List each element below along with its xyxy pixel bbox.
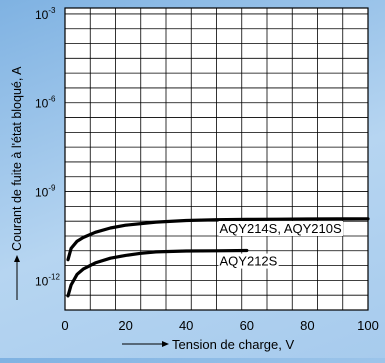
annotation-label: AQY212S — [220, 254, 278, 269]
x-tick-label: 40 — [179, 318, 193, 333]
x-tick-label: 80 — [300, 318, 314, 333]
y-tick-label: 10-3 — [35, 6, 56, 22]
y-tick-label: 10-9 — [35, 184, 56, 200]
x-tick-label: 0 — [61, 318, 68, 333]
series-line-1 — [66, 248, 249, 298]
plot-border — [64, 7, 369, 311]
annotation-bg — [218, 221, 343, 237]
annotations: AQY214S, AQY210S AQY212S — [218, 221, 343, 269]
axis-titles: Tension de charge, V Courant de fuite à l… — [10, 66, 294, 352]
curves — [66, 217, 370, 298]
x-tick-label: 60 — [240, 318, 254, 333]
x-axis-title: Tension de charge, V — [172, 337, 294, 352]
x-tick-label: 100 — [357, 318, 379, 333]
annotation-bg — [218, 253, 279, 269]
y-tick-label: 10-6 — [35, 95, 56, 111]
y-axis-title: Courant de fuite à l'état bloqué, A — [10, 66, 24, 251]
series-line-0 — [66, 217, 370, 262]
tick-labels: 0 20 40 60 80 100 10-3 10-6 10-9 10-12 — [35, 6, 379, 333]
xlabel-arrow-head — [162, 341, 169, 347]
annotation-label: AQY214S, AQY210S — [220, 221, 342, 236]
x-tick-label: 20 — [118, 318, 132, 333]
ylabel-arrow-head — [14, 255, 20, 262]
y-tick-label: 10-12 — [35, 272, 60, 288]
